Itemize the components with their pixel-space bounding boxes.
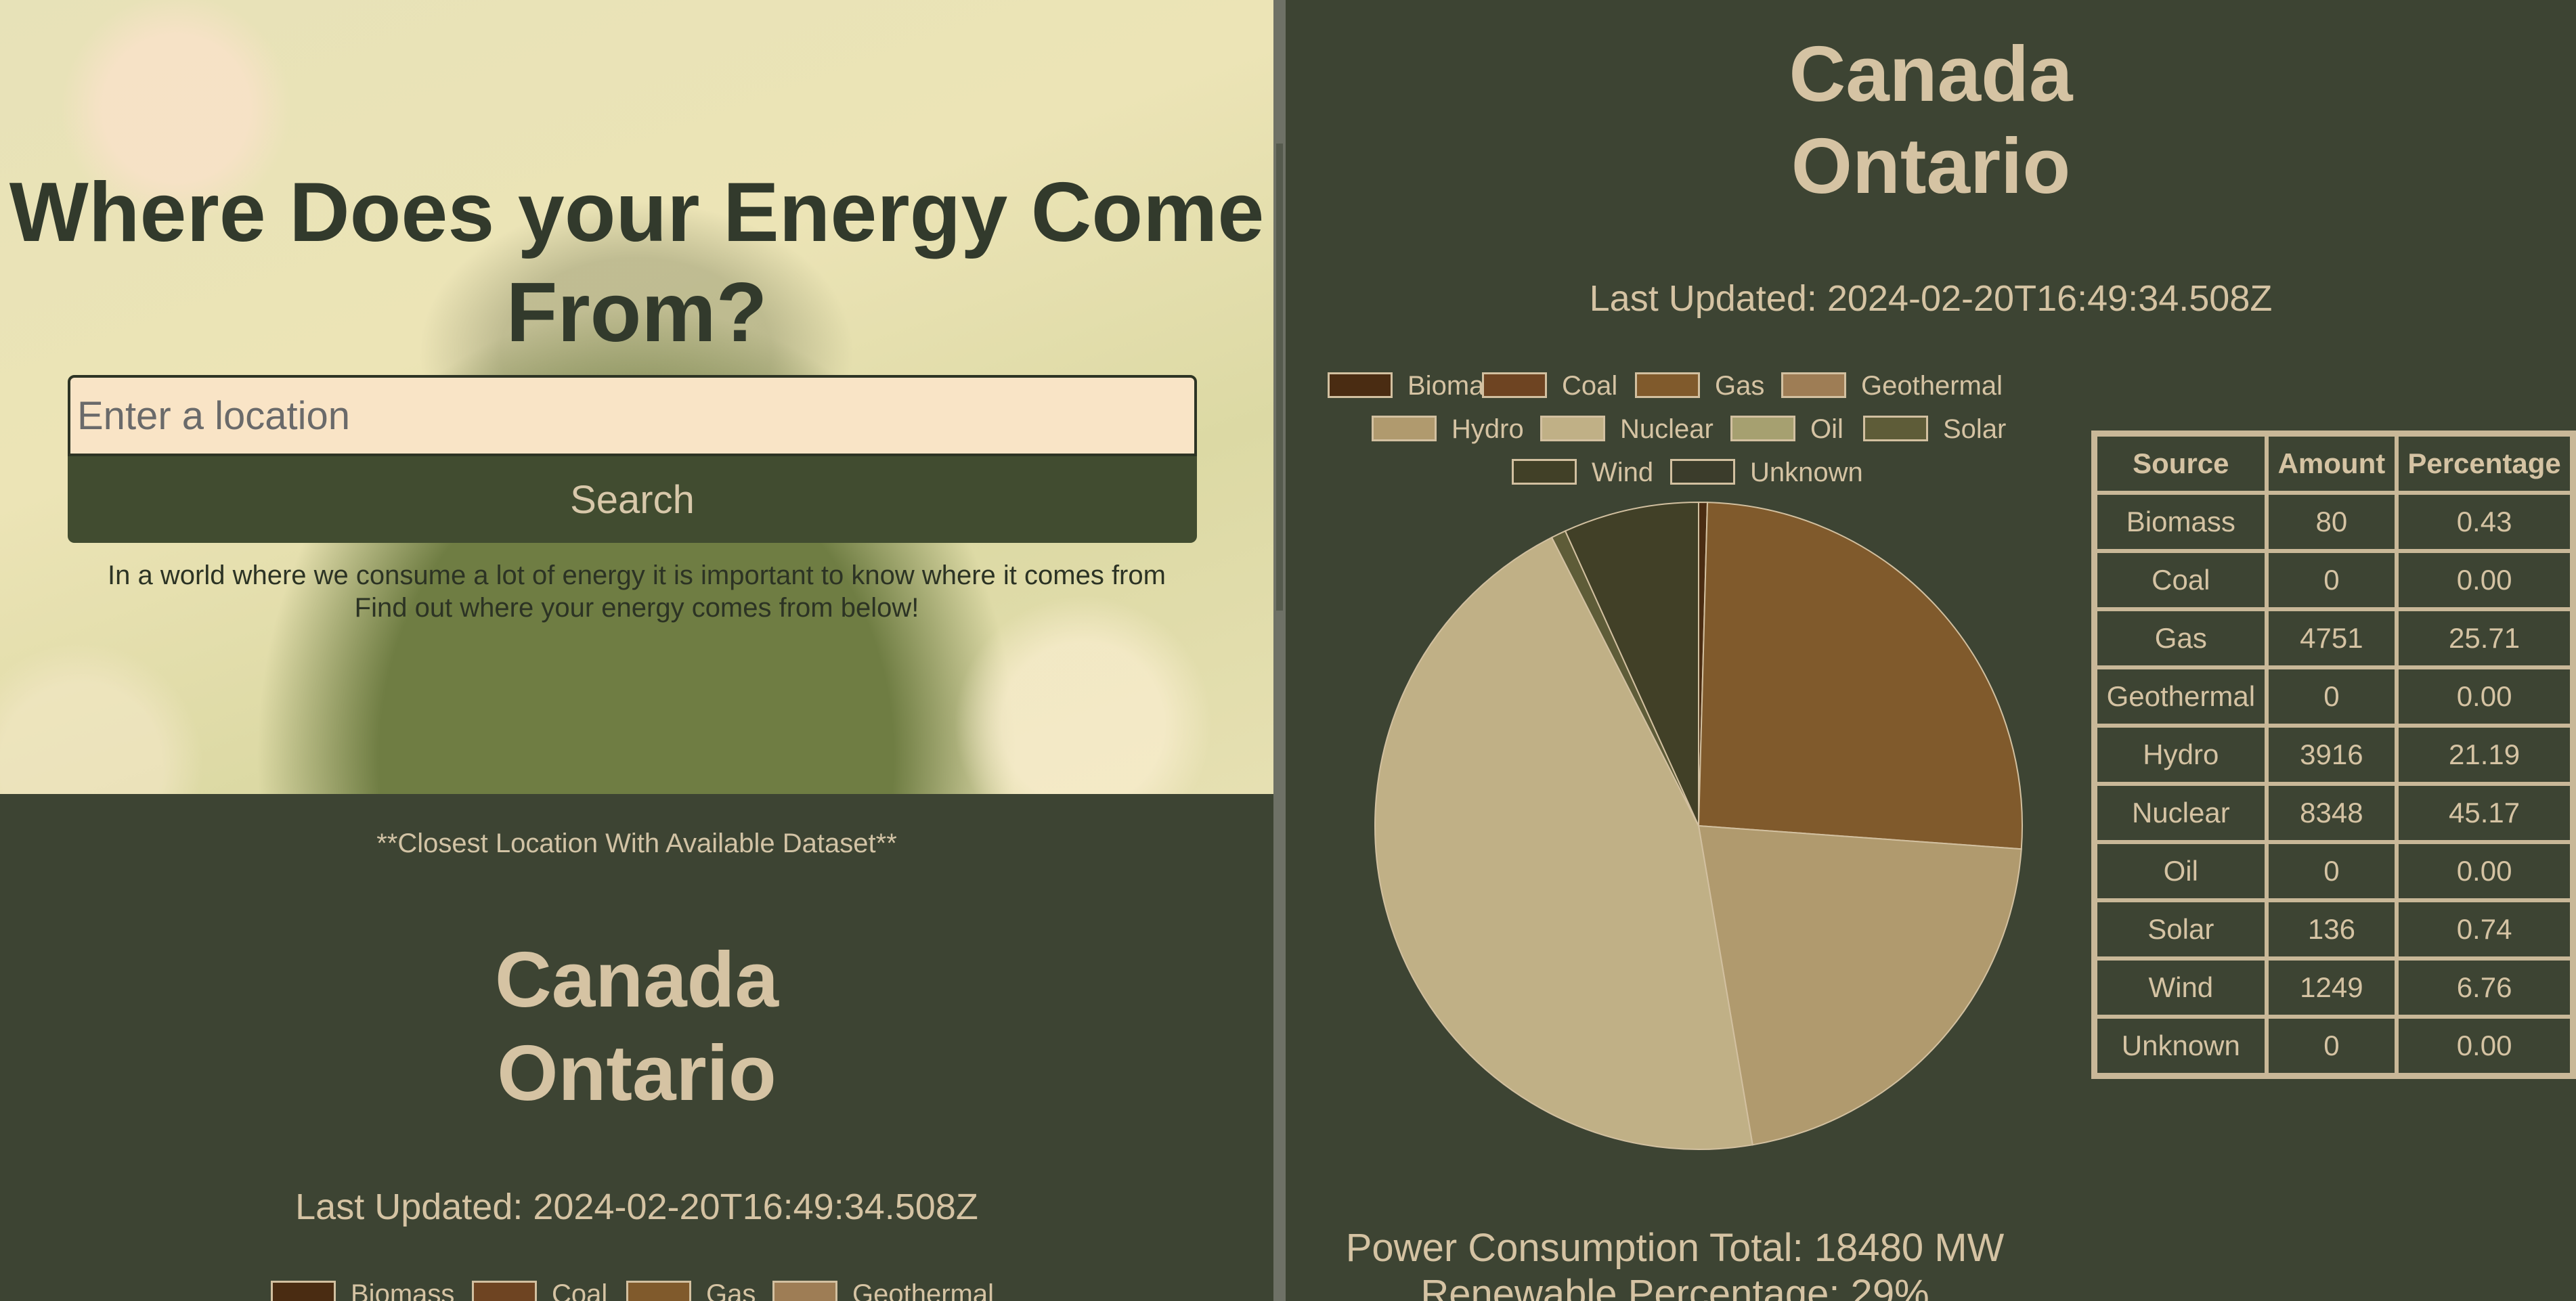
legend-swatch: [1512, 459, 1577, 485]
region-heading: Ontario: [1791, 122, 2071, 210]
amount-cell: 0: [2266, 1017, 2397, 1075]
location-input[interactable]: [68, 375, 1197, 456]
source-cell: Solar: [2095, 900, 2267, 958]
column-header-amount: Amount: [2266, 435, 2397, 493]
percentage-cell: 0.43: [2397, 493, 2572, 551]
divider-grip[interactable]: [1276, 144, 1283, 611]
legend-label: Biomass: [351, 1279, 455, 1301]
source-cell: Wind: [2095, 958, 2267, 1017]
renewable-percentage: Renewable Percentage: 29%: [1420, 1272, 1929, 1301]
source-cell: Gas: [2095, 609, 2267, 667]
percentage-cell: 0.00: [2397, 1017, 2572, 1075]
legend-label: Geothermal: [1861, 371, 2003, 401]
legend-swatch: [472, 1281, 537, 1301]
pie-slice-gas[interactable]: [1697, 502, 2023, 850]
results-pane: Canada Ontario Last Updated: 2024-02-20T…: [1286, 0, 2576, 1301]
energy-pie-chart: [1374, 501, 2023, 1150]
legend-label: Coal: [552, 1279, 608, 1301]
closest-location-note: **Closest Location With Available Datase…: [376, 829, 897, 858]
country-heading: Canada: [1789, 30, 2073, 118]
amount-cell: 1249: [2266, 958, 2397, 1017]
source-cell: Nuclear: [2095, 784, 2267, 842]
region-heading: Ontario: [497, 1029, 777, 1117]
intro-text-line-1: In a world where we consume a lot of ene…: [108, 560, 1166, 590]
amount-cell: 0: [2266, 551, 2397, 609]
source-cell: Coal: [2095, 551, 2267, 609]
power-consumption-total: Power Consumption Total: 18480 MW: [1345, 1226, 2005, 1270]
amount-cell: 4751: [2266, 609, 2397, 667]
table-row: Gas 4751 25.71: [2095, 609, 2572, 667]
legend-label: Coal: [1562, 371, 1618, 401]
page-title: Where Does your Energy Come From?: [9, 166, 1265, 359]
last-updated-text: Last Updated: 2024-02-20T16:49:34.508Z: [1589, 278, 2273, 319]
legend-swatch: [1482, 372, 1547, 398]
table-row: Wind 1249 6.76: [2095, 958, 2572, 1017]
legend-label: Gas: [1715, 371, 1765, 401]
pie-slice-hydro[interactable]: [1697, 824, 2022, 1146]
chart-legend: Biomass Coal Gas Geothermal Hydro Nuclear Oil S…: [1286, 370, 2064, 491]
search-button[interactable]: Search: [68, 456, 1197, 543]
pie-slice-wind[interactable]: [1564, 501, 1699, 826]
legend-swatch: [1540, 416, 1605, 441]
amount-cell: 0: [2266, 667, 2397, 726]
legend-swatch: [1863, 416, 1928, 441]
hero-banner: Where Does your Energy Come From? Search…: [0, 0, 1273, 794]
source-cell: Hydro: [2095, 726, 2267, 784]
legend-swatch: [626, 1281, 691, 1301]
legend-label: Hydro: [1451, 414, 1524, 444]
percentage-cell: 0.00: [2397, 842, 2572, 900]
legend-label: Geothermal: [852, 1279, 994, 1301]
source-cell: Biomass: [2095, 493, 2267, 551]
percentage-cell: 21.19: [2397, 726, 2572, 784]
last-updated-text: Last Updated: 2024-02-20T16:49:34.508Z: [295, 1187, 978, 1227]
table-row: Nuclear 8348 45.17: [2095, 784, 2572, 842]
search-pane: Where Does your Energy Come From? Search…: [0, 0, 1273, 1301]
legend-swatch: [1730, 416, 1795, 441]
source-cell: Geothermal: [2095, 667, 2267, 726]
table-row: Coal 0 0.00: [2095, 551, 2572, 609]
legend-swatch: [271, 1281, 336, 1301]
amount-cell: 3916: [2266, 726, 2397, 784]
source-cell: Unknown: [2095, 1017, 2267, 1075]
percentage-cell: 45.17: [2397, 784, 2572, 842]
amount-cell: 80: [2266, 493, 2397, 551]
pie-slice-nuclear[interactable]: [1374, 536, 1753, 1150]
legend-label: Oil: [1810, 414, 1843, 444]
table-header-row: Source Amount Percentage: [2095, 435, 2572, 493]
pane-divider[interactable]: [1273, 0, 1286, 1301]
amount-cell: 0: [2266, 842, 2397, 900]
legend-label: Solar: [1943, 414, 2007, 444]
table-row: Oil 0 0.00: [2095, 842, 2572, 900]
country-heading: Canada: [494, 935, 779, 1023]
column-header-percentage: Percentage: [2397, 435, 2572, 493]
legend-swatch: [1328, 372, 1393, 398]
table-row: Hydro 3916 21.19: [2095, 726, 2572, 784]
legend-swatch: [1635, 372, 1700, 398]
legend-label: Wind: [1592, 458, 1654, 487]
percentage-cell: 0.00: [2397, 667, 2572, 726]
legend-label: Nuclear: [1620, 414, 1713, 444]
column-header-source: Source: [2095, 435, 2267, 493]
table-row: Geothermal 0 0.00: [2095, 667, 2572, 726]
table-row: Solar 136 0.74: [2095, 900, 2572, 958]
legend-swatch: [1781, 372, 1846, 398]
legend-swatch: [1670, 459, 1735, 485]
amount-cell: 8348: [2266, 784, 2397, 842]
source-cell: Oil: [2095, 842, 2267, 900]
legend-label: Gas: [706, 1279, 756, 1301]
table-row: Biomass 80 0.43: [2095, 493, 2572, 551]
legend-swatch: [1372, 416, 1437, 441]
percentage-cell: 0.74: [2397, 900, 2572, 958]
legend-label: Unknown: [1750, 458, 1863, 487]
amount-cell: 136: [2266, 900, 2397, 958]
percentage-cell: 25.71: [2397, 609, 2572, 667]
percentage-cell: 0.00: [2397, 551, 2572, 609]
intro-text-line-2: Find out where your energy comes from be…: [354, 593, 919, 623]
table-row: Unknown 0 0.00: [2095, 1017, 2572, 1075]
energy-source-table: Source Amount Percentage Biomass 80 0.43 Co…: [2091, 431, 2576, 1079]
legend-swatch: [772, 1281, 837, 1301]
percentage-cell: 6.76: [2397, 958, 2572, 1017]
